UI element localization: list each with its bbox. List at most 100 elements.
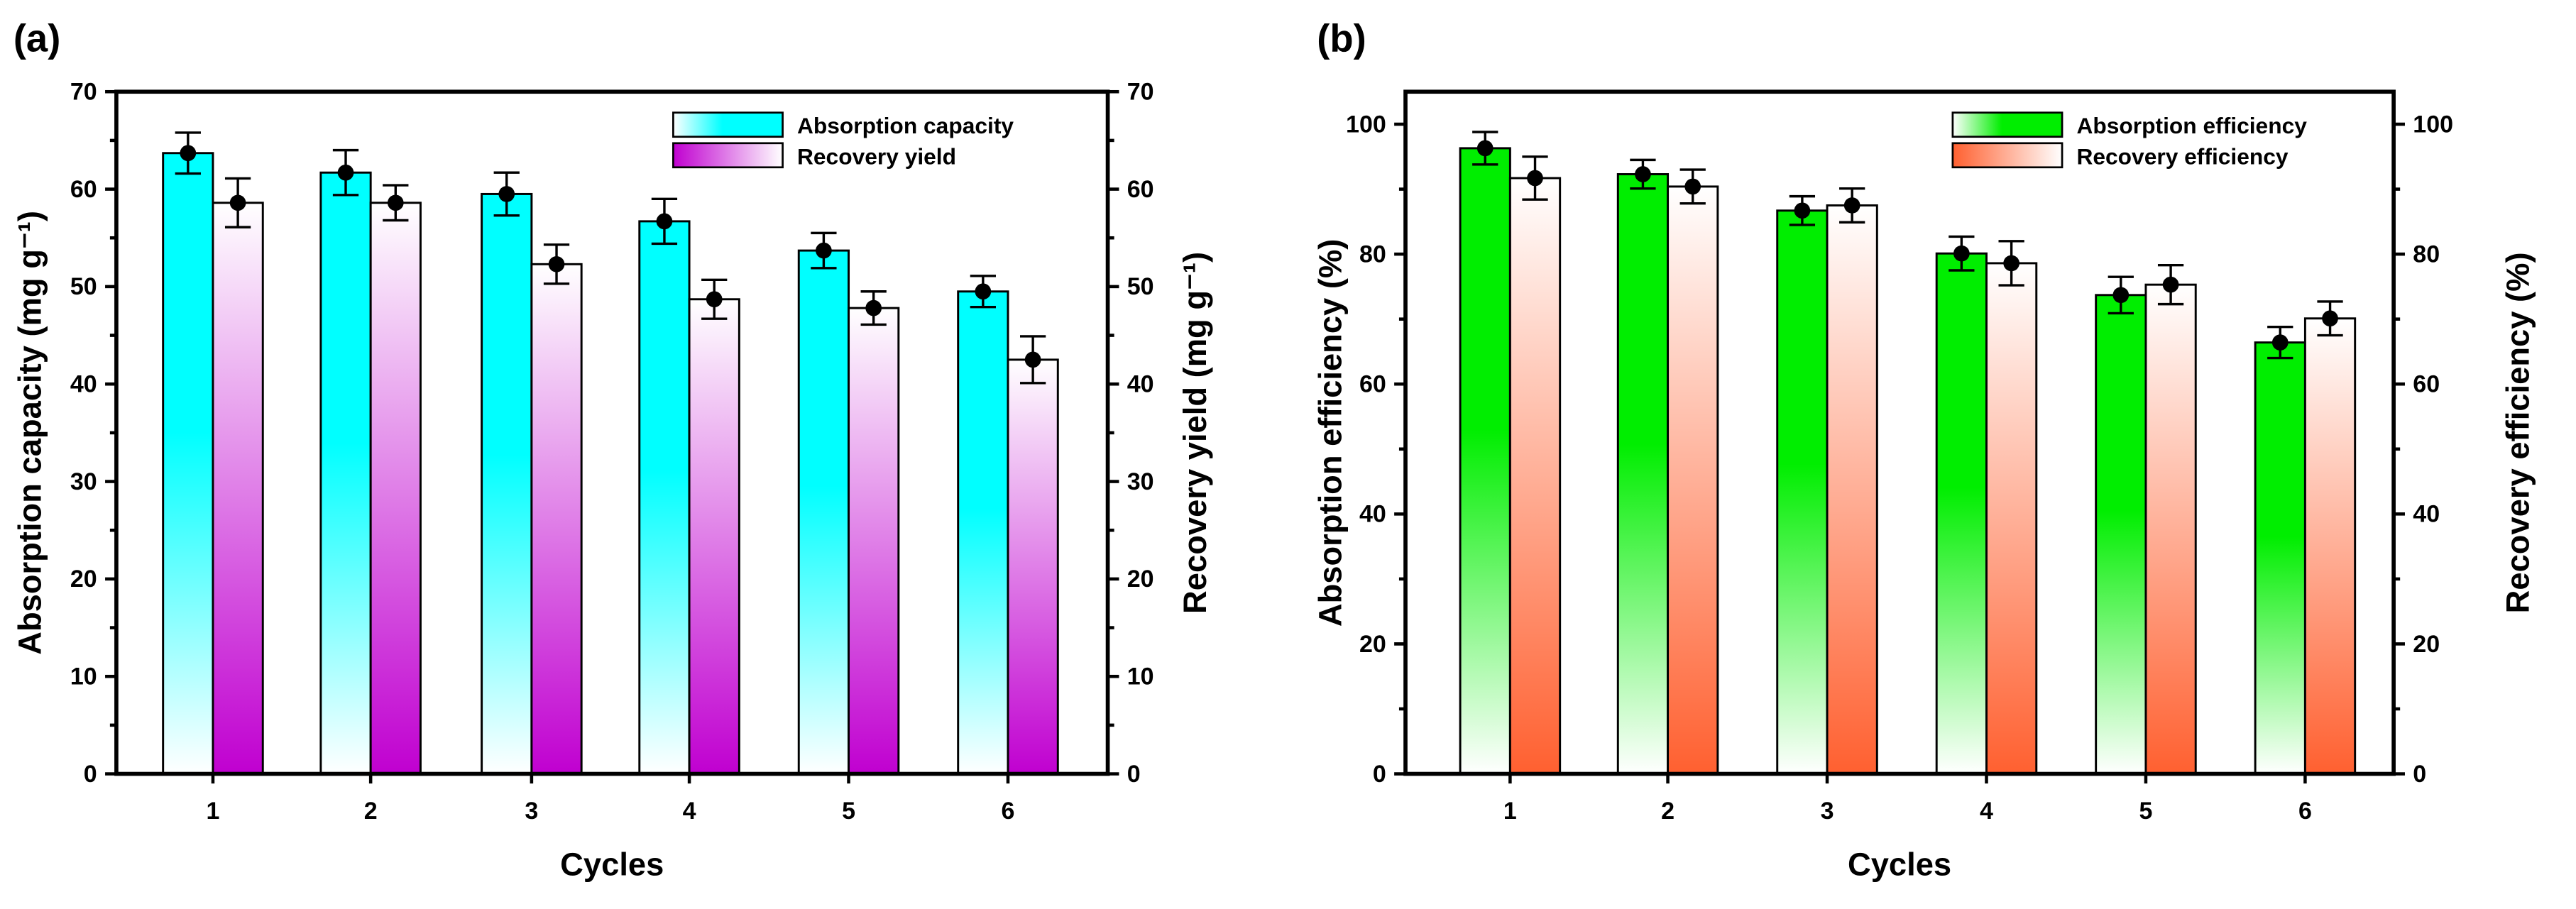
data-point	[816, 242, 832, 259]
bar-recovery-yield-1	[212, 202, 264, 776]
x-tick-label: 2	[1661, 798, 1675, 825]
panel-label: (b)	[1317, 17, 1366, 60]
y-tick-label-right: 70	[1127, 79, 1154, 106]
x-tick-label: 4	[683, 798, 696, 825]
legend-swatch	[1951, 142, 2063, 169]
y-tick-label-right: 0	[2413, 761, 2426, 788]
bar-absorption-efficiency-1	[1459, 147, 1511, 776]
data-point	[337, 164, 354, 181]
y-tick-label-right: 50	[1127, 273, 1154, 300]
legend-label: Absorption capacity	[797, 113, 1014, 138]
y-tick-label-left: 20	[70, 566, 97, 593]
data-point	[2003, 255, 2019, 272]
bar-recovery-efficiency-5	[2144, 283, 2197, 776]
x-tick-label: 1	[207, 798, 220, 825]
y-tick-label-right: 60	[2413, 371, 2440, 398]
y-tick-label-left: 60	[70, 176, 97, 203]
data-point	[2112, 287, 2130, 304]
data-point	[2271, 334, 2289, 351]
data-point	[2162, 276, 2179, 293]
x-tick-label: 6	[2298, 798, 2312, 825]
x-axis-label: Cycles	[1848, 846, 1951, 882]
bar-recovery-efficiency-2	[1667, 185, 1719, 776]
legend-swatch	[672, 142, 784, 169]
x-tick-label: 1	[1503, 798, 1517, 825]
bar-absorption-efficiency-3	[1776, 209, 1829, 776]
bar-recovery-yield-6	[1007, 358, 1059, 776]
bar-absorption-efficiency-4	[1935, 252, 1988, 776]
y-tick-label-left: 100	[1346, 111, 1386, 138]
y-tick-label-left: 60	[1359, 371, 1386, 398]
y-tick-label-left: 70	[70, 79, 97, 106]
y-tick-label-left: 20	[1359, 631, 1386, 658]
data-point	[975, 283, 992, 300]
legend-swatch	[1951, 111, 2063, 138]
y-tick-label-left: 0	[84, 761, 97, 788]
data-point	[656, 213, 673, 230]
bar-recovery-yield-2	[369, 202, 422, 776]
bar-absorption-capacity-6	[957, 290, 1009, 776]
y-tick-label-right: 40	[2413, 501, 2440, 528]
x-tick-label: 3	[525, 798, 538, 825]
data-point	[1794, 202, 1811, 219]
x-axis-label: Cycles	[560, 846, 664, 882]
bar-recovery-efficiency-4	[1985, 262, 2038, 776]
data-point	[1527, 170, 1543, 187]
y-tick-label-left: 10	[70, 663, 97, 690]
legend-label: Absorption efficiency	[2076, 113, 2307, 138]
bar-recovery-efficiency-1	[1508, 177, 1562, 776]
y-axis-label-right: Recovery efficiency (%)	[2500, 252, 2536, 613]
x-tick-label: 2	[364, 798, 378, 825]
bar-recovery-efficiency-3	[1826, 204, 1878, 776]
x-tick-label: 3	[1821, 798, 1834, 825]
bar-absorption-capacity-4	[638, 220, 691, 776]
y-tick-label-right: 80	[2413, 241, 2440, 268]
y-tick-label-left: 80	[1359, 241, 1386, 268]
y-tick-label-right: 60	[1127, 176, 1154, 203]
data-point	[1684, 178, 1701, 195]
y-tick-label-left: 0	[1373, 761, 1386, 788]
bar-recovery-efficiency-6	[2303, 317, 2357, 776]
y-axis-label-left: Absorption efficiency (%)	[1312, 239, 1348, 627]
y-tick-label-left: 50	[70, 273, 97, 300]
data-point	[548, 255, 565, 272]
y-tick-label-left: 40	[70, 371, 97, 398]
bar-absorption-capacity-2	[319, 171, 372, 776]
y-tick-label-right: 40	[1127, 371, 1154, 398]
y-tick-label-right: 100	[2413, 111, 2453, 138]
bar-absorption-efficiency-6	[2254, 341, 2306, 776]
data-point	[1024, 351, 1041, 368]
y-tick-label-right: 30	[1127, 468, 1154, 495]
x-tick-label: 5	[842, 798, 855, 825]
data-point	[498, 186, 515, 202]
data-point	[1843, 197, 1860, 214]
y-tick-label-right: 20	[2413, 631, 2440, 658]
data-point	[180, 145, 197, 162]
data-point	[706, 291, 723, 308]
y-tick-label-left: 40	[1359, 501, 1386, 528]
x-tick-label: 6	[1002, 798, 1015, 825]
bar-recovery-yield-4	[688, 298, 740, 776]
panel-label: (a)	[13, 17, 60, 60]
legend-swatch	[672, 111, 784, 138]
y-tick-label-left: 30	[70, 468, 97, 495]
plot-frame	[1403, 89, 2396, 776]
x-tick-label: 5	[2139, 798, 2152, 825]
legend-label: Recovery yield	[797, 143, 956, 169]
y-tick-label-right: 10	[1127, 663, 1154, 690]
data-point	[387, 194, 404, 211]
bar-recovery-yield-3	[530, 263, 583, 776]
data-point	[1476, 140, 1493, 157]
y-tick-label-right: 20	[1127, 566, 1154, 593]
y-axis-label-left: Absorption capacity (mg g⁻¹)	[11, 211, 48, 655]
data-point	[229, 194, 246, 211]
x-tick-label: 4	[1980, 798, 1993, 825]
bar-recovery-yield-5	[848, 307, 900, 776]
data-point	[1635, 166, 1651, 182]
bar-absorption-capacity-3	[481, 192, 533, 776]
legend-label: Recovery efficiency	[2076, 143, 2288, 169]
data-point	[865, 299, 882, 316]
